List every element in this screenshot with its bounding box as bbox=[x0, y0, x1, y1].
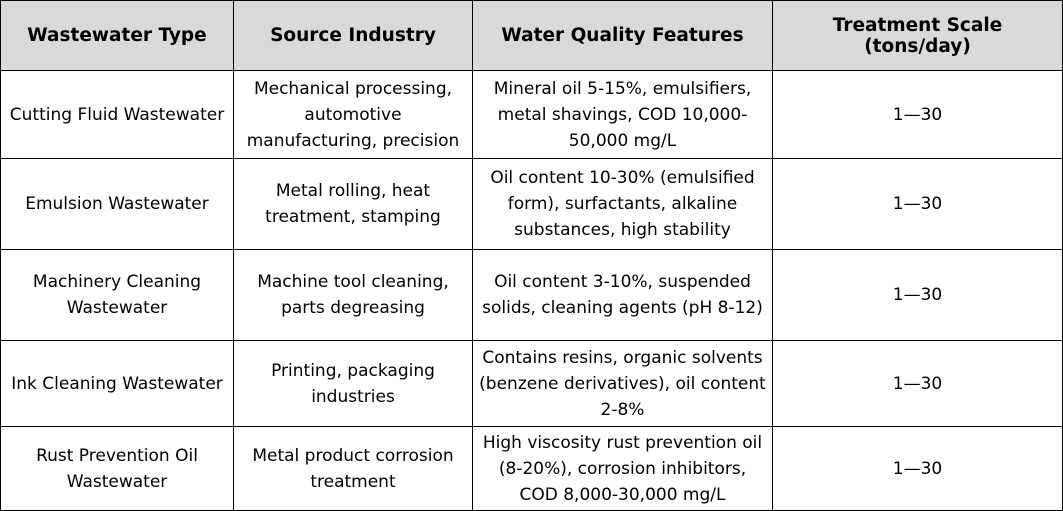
cell-treatment-scale: 1—30 bbox=[772, 249, 1063, 341]
table-row: Ink Cleaning Wastewater Printing, packag… bbox=[0, 340, 1063, 427]
header-water-quality-features: Water Quality Features bbox=[472, 0, 773, 71]
cell-source-industry: Metal product corrosion treatment bbox=[233, 426, 473, 511]
cell-water-quality-features: Contains resins, organic solvents (benze… bbox=[472, 340, 773, 427]
cell-source-industry: Mechanical processing, automotive manufa… bbox=[233, 70, 473, 159]
table-row: Emulsion Wastewater Metal rolling, heat … bbox=[0, 158, 1063, 250]
header-source-industry: Source Industry bbox=[233, 0, 473, 71]
header-treatment-scale: Treatment Scale (tons/day) bbox=[772, 0, 1063, 71]
header-row: Wastewater Type Source Industry Water Qu… bbox=[0, 0, 1063, 71]
cell-wastewater-type: Emulsion Wastewater bbox=[0, 158, 234, 250]
cell-source-industry-text: Mechanical processing, automotive manufa… bbox=[246, 78, 460, 151]
cell-wastewater-type: Cutting Fluid Wastewater bbox=[0, 70, 234, 159]
table-row: Cutting Fluid Wastewater Mechanical proc… bbox=[0, 70, 1063, 159]
cell-wastewater-type: Ink Cleaning Wastewater bbox=[0, 340, 234, 427]
cell-treatment-scale: 1—30 bbox=[772, 70, 1063, 159]
cell-water-quality-features: Mineral oil 5-15%, emulsifiers, metal sh… bbox=[472, 70, 773, 159]
cell-wastewater-type: Machinery Cleaning Wastewater bbox=[0, 249, 234, 341]
table-row: Machinery Cleaning Wastewater Machine to… bbox=[0, 249, 1063, 341]
table-row: Rust Prevention Oil Wastewater Metal pro… bbox=[0, 426, 1063, 511]
cell-treatment-scale: 1—30 bbox=[772, 158, 1063, 250]
cell-treatment-scale: 1—30 bbox=[772, 340, 1063, 427]
cell-source-industry: Printing, packaging industries bbox=[233, 340, 473, 427]
cell-water-quality-features: Oil content 3-10%, suspended solids, cle… bbox=[472, 249, 773, 341]
cell-wastewater-type: Rust Prevention Oil Wastewater bbox=[0, 426, 234, 511]
cell-source-industry: Metal rolling, heat treatment, stamping bbox=[233, 158, 473, 250]
cell-treatment-scale: 1—30 bbox=[772, 426, 1063, 511]
header-wastewater-type: Wastewater Type bbox=[0, 0, 234, 71]
cell-water-quality-features: High viscosity rust prevention oil (8-20… bbox=[472, 426, 773, 511]
cell-water-quality-features: Oil content 10-30% (emulsified form), su… bbox=[472, 158, 773, 250]
cell-source-industry: Machine tool cleaning, parts degreasing bbox=[233, 249, 473, 341]
